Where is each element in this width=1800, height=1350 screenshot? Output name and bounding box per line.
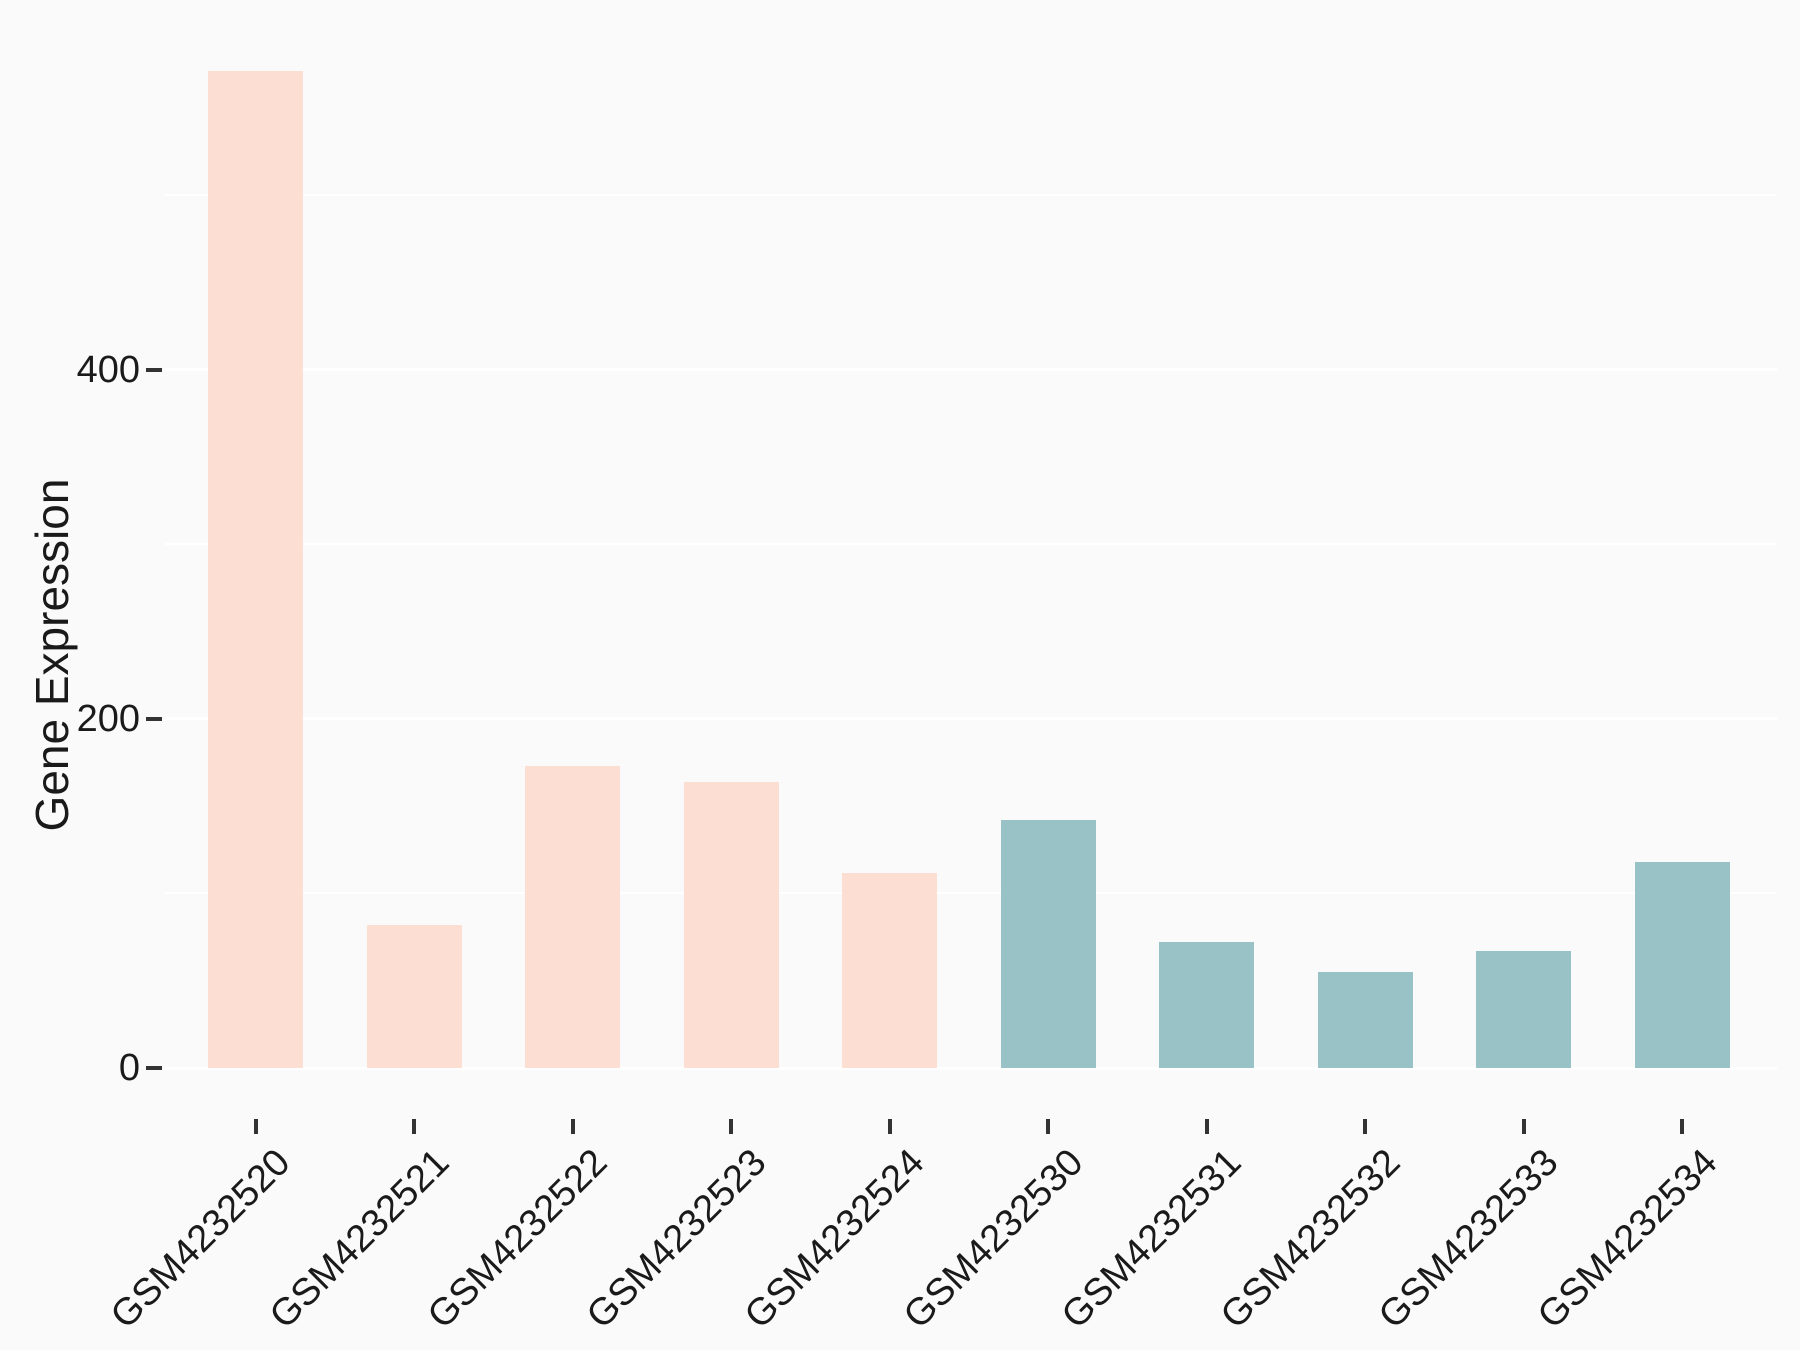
- y-tick-400: [146, 367, 162, 372]
- bar-GSM4232523: [683, 781, 779, 1068]
- y-tick-label-200: 200: [76, 697, 140, 740]
- y-tick-label-400: 400: [76, 348, 140, 391]
- gridline-minor-300: [165, 543, 1777, 546]
- x-tick-GSM4232534: [1680, 1119, 1684, 1134]
- gridline-minor-500: [165, 194, 1777, 197]
- gridline-minor-100: [165, 892, 1777, 895]
- bar-GSM4232533: [1476, 951, 1571, 1068]
- bar-GSM4232522: [525, 766, 620, 1068]
- gridline-major-400: [165, 368, 1777, 372]
- bar-GSM4232531: [1159, 942, 1254, 1068]
- x-tick-GSM4232533: [1521, 1119, 1526, 1134]
- x-tick-GSM4232524: [887, 1119, 892, 1134]
- y-tick-200: [146, 716, 162, 721]
- bar-GSM4232520: [208, 71, 303, 1068]
- x-tick-GSM4232532: [1363, 1119, 1367, 1134]
- x-tick-GSM4232520: [253, 1119, 258, 1134]
- plot-panel: [165, 40, 1777, 1070]
- x-tick-GSM4232522: [570, 1119, 575, 1134]
- bar-GSM4232521: [366, 924, 462, 1068]
- x-tick-GSM4232531: [1204, 1119, 1209, 1134]
- x-tick-GSM4232521: [412, 1119, 416, 1134]
- y-axis-title: Gene Expression: [26, 478, 78, 832]
- bar-GSM4232534: [1634, 862, 1730, 1068]
- y-tick-label-0: 0: [118, 1047, 140, 1089]
- y-tick-0: [146, 1066, 162, 1070]
- gridline-major-200: [165, 717, 1777, 721]
- gridline-major-0: [165, 1066, 1777, 1070]
- bar-GSM4232532: [1317, 972, 1413, 1068]
- bar-GSM4232524: [842, 872, 937, 1068]
- bar-GSM4232530: [1000, 820, 1096, 1068]
- x-tick-GSM4232530: [1046, 1119, 1050, 1134]
- x-tick-GSM4232523: [729, 1119, 733, 1134]
